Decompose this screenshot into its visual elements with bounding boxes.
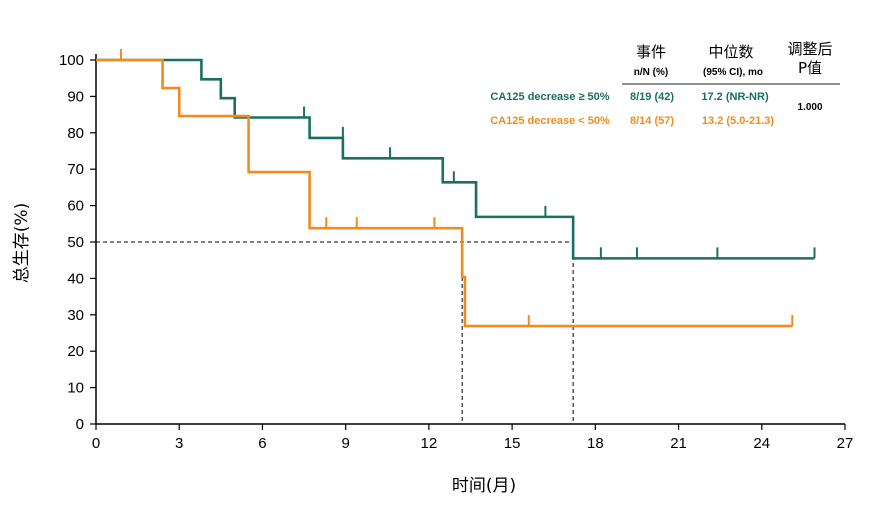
y-tick-label: 20 <box>67 343 84 360</box>
y-tick-label: 30 <box>67 307 84 324</box>
legend-label-high: CA125 decrease ≥ 50% <box>490 91 609 103</box>
p-value: 1.000 <box>797 102 822 113</box>
y-tick-label: 70 <box>67 161 84 178</box>
table-subheader-median: (95% CI), mo <box>703 67 763 78</box>
x-tick-label: 15 <box>504 435 521 452</box>
survival-curves <box>96 58 815 328</box>
x-tick-label: 6 <box>258 435 266 452</box>
legend-label-low: CA125 decrease < 50% <box>490 115 610 127</box>
table-header-p-line1: 调整后 <box>787 40 832 58</box>
table-header-median: 中位数 <box>708 43 753 61</box>
survival-curve-low <box>96 58 793 328</box>
y-tick-label: 60 <box>67 198 84 215</box>
legend-median-high: 17.2 (NR-NR) <box>701 91 769 103</box>
chart-axes: 0 10 20 30 40 50 60 70 80 90 100 0 3 6 9 12 15 18 21 24 27 <box>59 52 853 452</box>
y-tick-label: 10 <box>67 380 84 397</box>
table-header-p-line2: P值 <box>798 59 822 77</box>
y-tick-label: 40 <box>67 270 84 287</box>
x-tick-label: 3 <box>175 435 183 452</box>
y-axis-title: 总生存(%) <box>12 203 32 283</box>
legend-events-high: 8/19 (42) <box>630 91 674 103</box>
y-tick-label: 0 <box>76 416 84 433</box>
y-tick-label: 100 <box>59 52 84 69</box>
y-tick-label: 90 <box>67 88 84 105</box>
x-tick-label: 9 <box>341 435 349 452</box>
censor-marks <box>119 49 816 327</box>
legend-table: 事件 n/N (%) 中位数 (95% CI), mo 调整后 P值 CA125… <box>490 40 840 127</box>
table-subheader-events: n/N (%) <box>634 67 668 78</box>
x-tick-label: 27 <box>837 435 854 452</box>
x-tick-label: 21 <box>670 435 687 452</box>
table-header-events: 事件 <box>636 43 666 61</box>
x-tick-label: 24 <box>753 435 770 452</box>
y-tick-label: 80 <box>67 125 84 142</box>
survival-curve-high <box>96 58 815 260</box>
x-axis-title: 时间(月) <box>452 476 516 496</box>
x-tick-label: 0 <box>92 435 100 452</box>
legend-median-low: 13.2 (5.0-21.3) <box>702 115 774 127</box>
x-tick-label: 12 <box>421 435 438 452</box>
y-tick-label: 50 <box>67 234 84 251</box>
x-tick-label: 18 <box>587 435 604 452</box>
legend-events-low: 8/14 (57) <box>630 115 674 127</box>
